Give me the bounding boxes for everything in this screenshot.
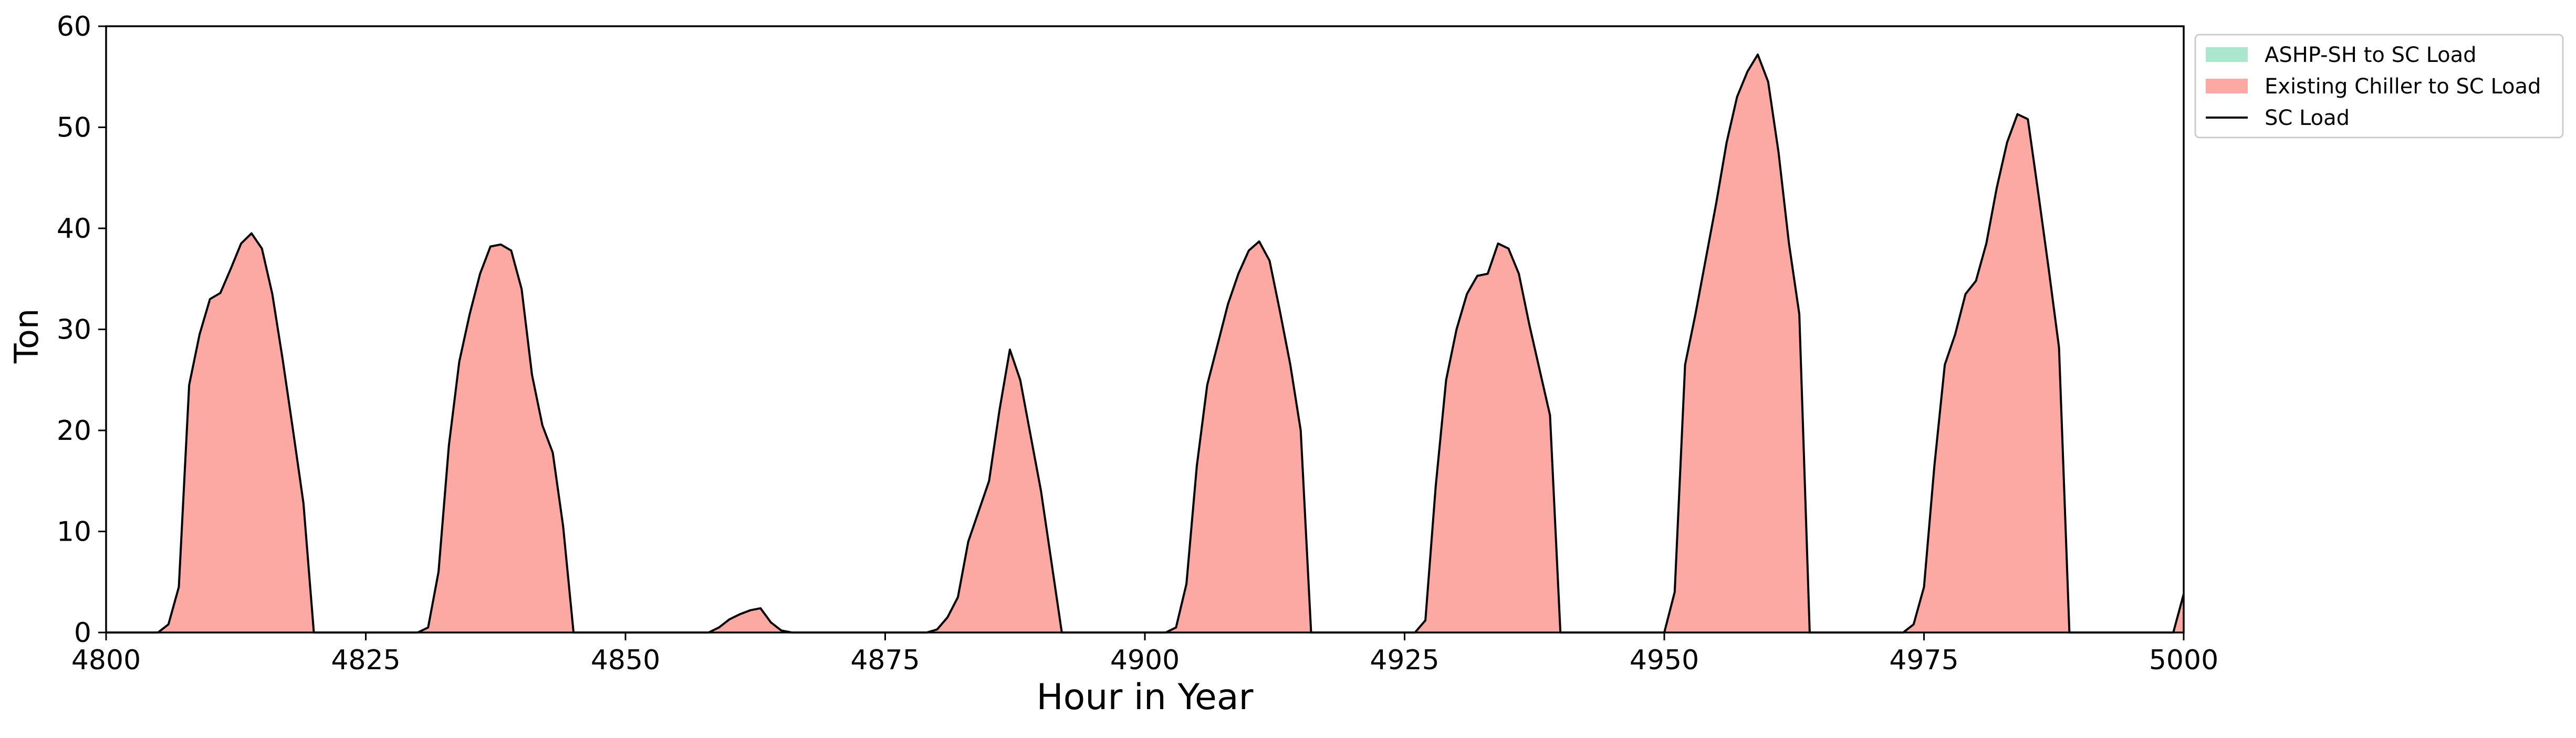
x-tick-label: 5000 (2149, 645, 2218, 676)
x-tick-label: 4950 (1630, 645, 1699, 676)
legend-box (2194, 34, 2564, 139)
chiller-area-1 (158, 233, 314, 633)
chiller-area-6 (1415, 243, 1561, 632)
plot-fill-layer (158, 54, 2184, 633)
chiller-area-4 (926, 350, 1062, 632)
x-tick-label: 4925 (1370, 645, 1439, 676)
tick-layer: 4800 4825 4850 4875 4900 4925 4950 4975 5000 0 10 2… (57, 11, 2218, 676)
y-tick-label: 50 (57, 112, 91, 144)
x-tick-label: 4875 (850, 645, 920, 676)
y-tick-label: 30 (57, 314, 91, 346)
chiller-area-8 (1903, 114, 2070, 632)
x-axis-title: Hour in Year (1037, 677, 1254, 718)
chiller-area-5 (1165, 241, 1311, 632)
chiller-area-2 (418, 244, 574, 632)
x-tick-label: 4825 (331, 645, 400, 676)
x-tick-label: 4850 (591, 645, 660, 676)
legend-swatch (2206, 47, 2248, 62)
legend-label: ASHP-SH to SC Load (2265, 43, 2477, 67)
x-tick-label: 4975 (1889, 645, 1958, 676)
y-axis-title: Ton (7, 309, 46, 364)
y-tick-label: 60 (57, 11, 91, 43)
y-tick-label: 10 (57, 516, 91, 548)
chiller-area-7 (1664, 54, 1810, 632)
y-tick-label: 20 (57, 415, 91, 447)
legend-label: Existing Chiller to SC Load (2265, 75, 2541, 99)
x-tick-label: 4900 (1110, 645, 1180, 676)
y-tick-label: 0 (74, 617, 91, 649)
legend-swatch (2206, 79, 2248, 93)
y-tick-label: 40 (57, 213, 91, 245)
legend: ASHP-SH to SC Load Existing Chiller to SC… (2194, 34, 2564, 139)
x-tick-label: 4800 (71, 645, 141, 676)
legend-label: SC Load (2265, 106, 2350, 130)
chiller-area-3 (708, 608, 792, 632)
